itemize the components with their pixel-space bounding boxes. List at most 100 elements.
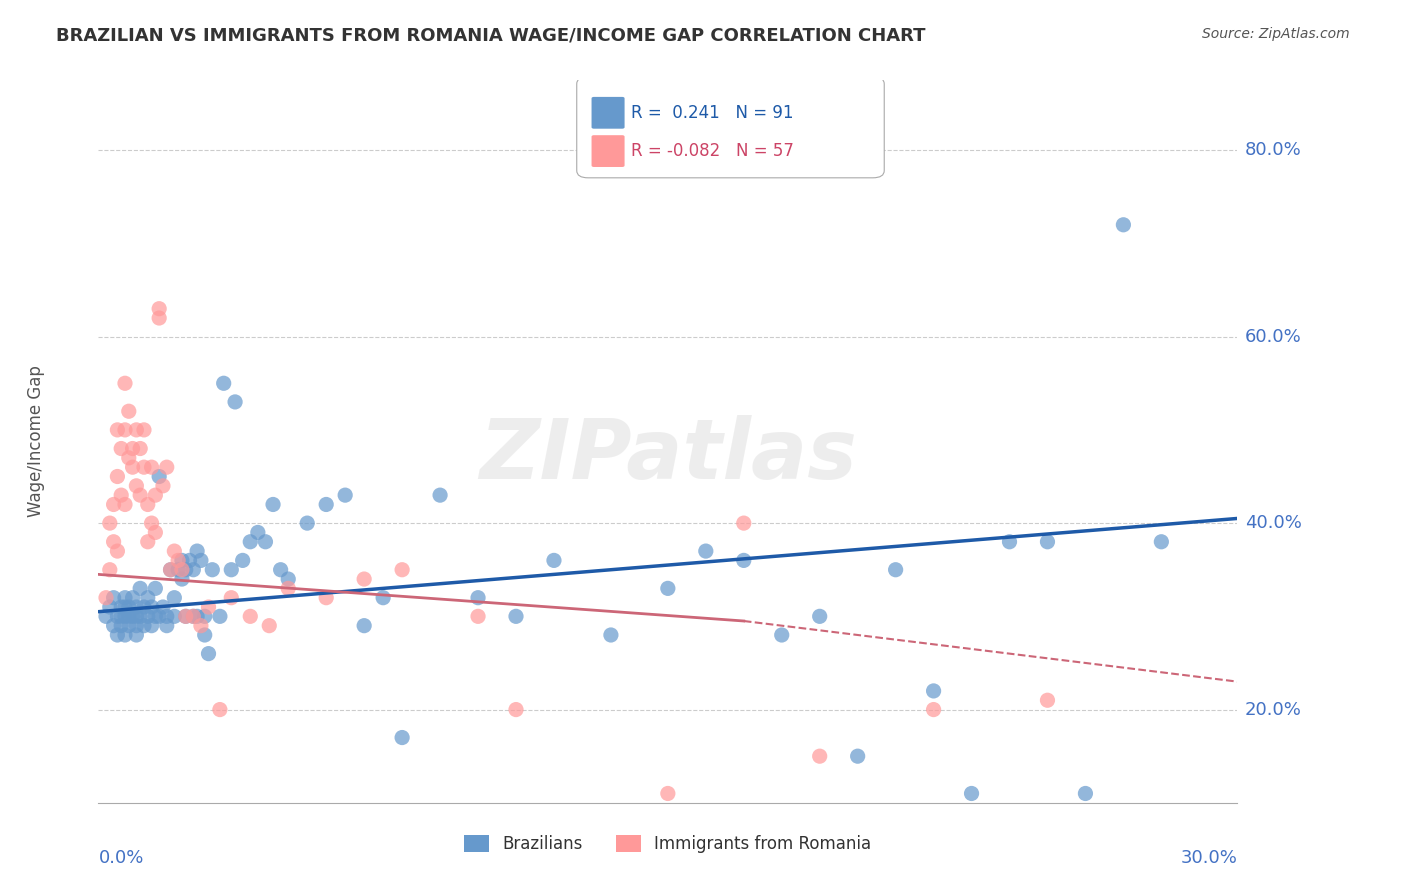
Point [103, 534, 125, 549]
Point [183, 609, 205, 624]
Point [232, 553, 254, 567]
Point [1074, 787, 1097, 801]
Point [114, 376, 136, 391]
Point [118, 450, 141, 465]
Point [110, 600, 132, 615]
Point [197, 600, 219, 615]
Point [136, 609, 159, 624]
Point [163, 591, 186, 605]
Point [141, 600, 163, 615]
Point [148, 311, 170, 326]
Point [118, 600, 141, 615]
Text: R = -0.082   N = 57: R = -0.082 N = 57 [631, 142, 794, 160]
Point [239, 609, 262, 624]
Point [121, 591, 143, 605]
Point [201, 563, 224, 577]
Point [118, 404, 141, 418]
Point [884, 563, 907, 577]
Point [1036, 534, 1059, 549]
Point [110, 609, 132, 624]
Point [98, 600, 121, 615]
Point [581, 814, 603, 829]
Legend: Brazilians, Immigrants from Romania: Brazilians, Immigrants from Romania [457, 828, 879, 860]
Point [103, 618, 125, 632]
Text: Wage/Income Gap: Wage/Income Gap [27, 366, 45, 517]
Point [156, 609, 179, 624]
Point [114, 423, 136, 437]
Point [733, 516, 755, 530]
Point [391, 563, 413, 577]
Point [429, 488, 451, 502]
Text: R =  0.241   N = 91: R = 0.241 N = 91 [631, 103, 794, 122]
Point [107, 628, 129, 642]
Point [145, 525, 167, 540]
Point [657, 787, 679, 801]
Point [110, 442, 132, 456]
Point [1112, 218, 1135, 232]
Point [194, 628, 217, 642]
Point [543, 553, 565, 567]
Text: 0.0%: 0.0% [98, 849, 143, 867]
Point [148, 469, 170, 483]
Point [335, 488, 357, 502]
Point [297, 516, 319, 530]
Point [695, 544, 717, 558]
Text: BRAZILIAN VS IMMIGRANTS FROM ROMANIA WAGE/INCOME GAP CORRELATION CHART: BRAZILIAN VS IMMIGRANTS FROM ROMANIA WAG… [56, 27, 925, 45]
Point [239, 534, 262, 549]
Point [277, 572, 299, 586]
Point [254, 534, 277, 549]
Point [846, 749, 869, 764]
Point [114, 498, 136, 512]
Point [163, 544, 186, 558]
Point [148, 609, 170, 624]
Point [808, 749, 831, 764]
Point [808, 609, 831, 624]
Point [148, 301, 170, 316]
Point [118, 609, 141, 624]
Point [94, 609, 117, 624]
Point [114, 600, 136, 615]
FancyBboxPatch shape [592, 97, 624, 128]
Point [152, 479, 174, 493]
Point [107, 609, 129, 624]
Point [98, 516, 121, 530]
Point [262, 498, 284, 512]
Point [183, 563, 205, 577]
Point [132, 460, 155, 475]
Point [121, 442, 143, 456]
Text: 30.0%: 30.0% [1181, 849, 1237, 867]
Point [194, 609, 217, 624]
Point [114, 591, 136, 605]
Point [145, 488, 167, 502]
Point [167, 553, 190, 567]
Point [174, 563, 197, 577]
Point [167, 563, 190, 577]
Point [107, 469, 129, 483]
Point [467, 591, 489, 605]
Point [156, 618, 179, 632]
Point [125, 609, 148, 624]
Point [179, 553, 201, 567]
Point [1036, 693, 1059, 707]
Point [118, 618, 141, 632]
Point [183, 609, 205, 624]
Text: 20.0%: 20.0% [1244, 700, 1302, 719]
Point [657, 582, 679, 596]
Point [125, 618, 148, 632]
Point [998, 534, 1021, 549]
Point [212, 376, 235, 391]
Point [315, 498, 337, 512]
Point [208, 702, 231, 716]
Point [103, 498, 125, 512]
Point [114, 609, 136, 624]
Point [600, 628, 623, 642]
Point [960, 787, 983, 801]
Point [174, 609, 197, 624]
Point [132, 600, 155, 615]
Point [159, 563, 181, 577]
Point [125, 479, 148, 493]
Point [170, 553, 193, 567]
Point [371, 591, 394, 605]
Point [186, 544, 208, 558]
Point [132, 423, 155, 437]
